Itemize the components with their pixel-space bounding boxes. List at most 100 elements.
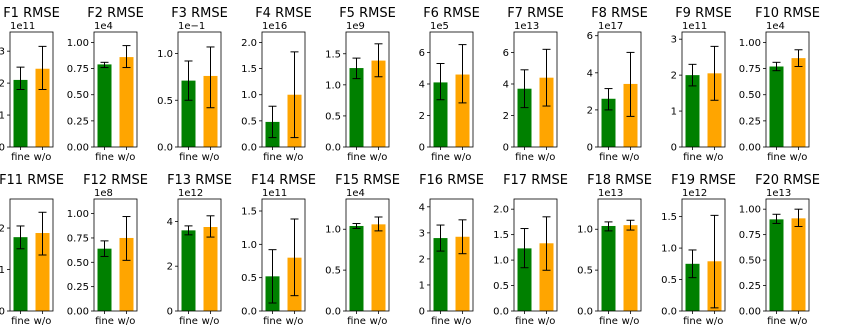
chart-8-title: F8 RMSE bbox=[591, 6, 648, 21]
chart-1-xtick-label: w/o bbox=[34, 152, 52, 163]
chart-3-axes-frame bbox=[177, 31, 222, 148]
chart-12-ytick-label: 0.50 bbox=[67, 258, 89, 269]
chart-5-ytick-label: 1.5 bbox=[325, 49, 341, 60]
chart-3-ytick-label: 0.5 bbox=[157, 96, 173, 107]
chart-2-multiplier: 1e4 bbox=[94, 21, 113, 32]
chart-18-bar-wo bbox=[623, 225, 638, 311]
chart-8-xtick-label: w/o bbox=[622, 152, 640, 163]
chart-17-bar-fine bbox=[517, 248, 532, 311]
chart-5-xtick-label: w/o bbox=[370, 152, 388, 163]
chart-12-bar-fine bbox=[97, 248, 112, 311]
chart-7-bar-fine bbox=[517, 88, 532, 147]
chart-20-ytick-label: 0.50 bbox=[739, 256, 761, 267]
chart-9-xtick-label: w/o bbox=[706, 152, 724, 163]
chart-8-xtick-label: fine bbox=[599, 152, 618, 163]
chart-19-axes-frame bbox=[681, 198, 726, 312]
chart-11-xtick-label: w/o bbox=[34, 316, 52, 327]
chart-6-bar-fine bbox=[433, 82, 448, 147]
chart-20-bar-wo bbox=[791, 218, 806, 311]
chart-20-ytick-label: 0.25 bbox=[739, 281, 761, 292]
chart-1-ytick-label: 2 bbox=[0, 79, 5, 90]
chart-9-multiplier: 1e11 bbox=[682, 21, 707, 32]
chart-16-ytick-label: 2 bbox=[419, 254, 425, 265]
chart-12-axes-frame bbox=[93, 198, 138, 312]
chart-17-ytick-label: 0.0 bbox=[493, 307, 509, 318]
chart-5-axes-frame bbox=[345, 31, 390, 148]
chart-2-axes-frame bbox=[93, 31, 138, 148]
chart-15-xtick-label: w/o bbox=[370, 316, 388, 327]
chart-15-title: F15 RMSE bbox=[335, 173, 400, 188]
chart-12-multiplier: 1e8 bbox=[94, 188, 113, 199]
chart-16-xtick-label: fine bbox=[431, 316, 450, 327]
chart-2-xtick-label: fine bbox=[95, 152, 114, 163]
chart-4-xtick-label: fine bbox=[263, 152, 282, 163]
chart-12-xtick-label: fine bbox=[95, 316, 114, 327]
chart-7-ytick-label: 4 bbox=[503, 79, 509, 90]
chart-17-xtick-label: fine bbox=[515, 316, 534, 327]
chart-19-multiplier: 1e12 bbox=[682, 188, 707, 199]
chart-14-multiplier: 1e11 bbox=[262, 188, 287, 199]
chart-6-bar-wo bbox=[455, 74, 470, 147]
chart-15-ytick-label: 0.0 bbox=[325, 307, 341, 318]
chart-14-xtick-label: fine bbox=[263, 316, 282, 327]
chart-1-ytick-label: 1 bbox=[0, 111, 5, 122]
chart-6-xtick-label: fine bbox=[431, 152, 450, 163]
chart-11-title: F11 RMSE bbox=[0, 173, 64, 188]
chart-11-ytick-label: 2 bbox=[0, 224, 5, 235]
chart-5-ytick-label: 1.0 bbox=[325, 80, 341, 91]
chart-16-title: F16 RMSE bbox=[419, 173, 484, 188]
chart-10-ytick-label: 0.00 bbox=[739, 143, 761, 154]
chart-18-axes-frame bbox=[597, 198, 642, 312]
chart-19-ytick-label: 0.0 bbox=[661, 307, 677, 318]
chart-9-ytick-label: 1 bbox=[671, 107, 677, 118]
chart-16-bar-fine bbox=[433, 238, 448, 311]
chart-7-xtick-label: fine bbox=[515, 152, 534, 163]
chart-16-ytick-label: 0 bbox=[419, 307, 425, 318]
chart-16-axes-frame bbox=[429, 198, 474, 312]
chart-17-xtick-label: w/o bbox=[538, 316, 556, 327]
chart-4-ytick-label: 2.0 bbox=[241, 38, 257, 49]
chart-18-bar-fine bbox=[601, 225, 616, 311]
chart-6-axes-frame bbox=[429, 31, 474, 148]
chart-8-ytick-label: 6 bbox=[587, 31, 593, 42]
chart-7-bar-wo bbox=[539, 77, 554, 147]
chart-19-ytick-label: 1.0 bbox=[661, 244, 677, 255]
chart-14-ytick-label: 0.5 bbox=[241, 273, 257, 284]
chart-16-ytick-label: 1 bbox=[419, 280, 425, 291]
chart-18-multiplier: 1e13 bbox=[598, 188, 623, 199]
chart-18-ytick-label: 0.5 bbox=[577, 266, 593, 277]
chart-3-bar-fine bbox=[181, 80, 196, 147]
chart-5-ytick-label: 0.5 bbox=[325, 111, 341, 122]
chart-2-ytick-label: 1.00 bbox=[67, 38, 89, 49]
chart-11-ytick-label: 1 bbox=[0, 265, 5, 276]
chart-11-axes-frame bbox=[9, 198, 54, 312]
chart-20-title: F20 RMSE bbox=[755, 173, 820, 188]
chart-4-title: F4 RMSE bbox=[255, 6, 312, 21]
chart-15-ytick-label: 0.5 bbox=[325, 266, 341, 277]
chart-7-axes-frame bbox=[513, 31, 558, 148]
chart-12-bar-wo bbox=[119, 237, 134, 311]
chart-20-multiplier: 1e13 bbox=[766, 188, 791, 199]
chart-17-ytick-label: 1.0 bbox=[493, 256, 509, 267]
chart-10-xtick-label: w/o bbox=[790, 152, 808, 163]
chart-17-ytick-label: 2.0 bbox=[493, 205, 509, 216]
chart-15-ytick-label: 1.0 bbox=[325, 225, 341, 236]
chart-6-title: F6 RMSE bbox=[423, 6, 480, 21]
chart-9-ytick-label: 2 bbox=[671, 71, 677, 82]
chart-1-multiplier: 1e11 bbox=[10, 21, 35, 32]
chart-4-ytick-label: 0.0 bbox=[241, 143, 257, 154]
chart-10-ytick-label: 0.50 bbox=[739, 90, 761, 101]
chart-20-xtick-label: w/o bbox=[790, 316, 808, 327]
chart-13-axes-frame bbox=[177, 198, 222, 312]
chart-12-xtick-label: w/o bbox=[118, 316, 136, 327]
chart-20-ytick-label: 1.00 bbox=[739, 205, 761, 216]
chart-7-title: F7 RMSE bbox=[507, 6, 564, 21]
chart-18-ytick-label: 1.0 bbox=[577, 225, 593, 236]
chart-13-bar-fine bbox=[181, 230, 196, 311]
chart-1-xtick-label: fine bbox=[11, 152, 30, 163]
chart-18-xtick-label: fine bbox=[599, 316, 618, 327]
chart-10-ytick-label: 0.75 bbox=[739, 64, 761, 75]
chart-17-ytick-label: 0.5 bbox=[493, 281, 509, 292]
